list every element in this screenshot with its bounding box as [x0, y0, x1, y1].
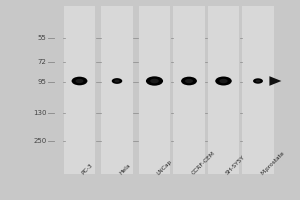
Text: 72: 72: [38, 59, 46, 65]
Bar: [101, 6, 133, 174]
Polygon shape: [269, 76, 281, 86]
Ellipse shape: [72, 77, 87, 85]
Ellipse shape: [150, 79, 159, 83]
Ellipse shape: [215, 76, 232, 86]
Bar: [208, 6, 239, 174]
Ellipse shape: [146, 76, 163, 86]
Text: 250: 250: [33, 138, 46, 144]
Text: CCRF-CEM: CCRF-CEM: [190, 151, 216, 176]
Text: LNCap: LNCap: [156, 159, 173, 176]
Ellipse shape: [253, 78, 263, 84]
Text: Hela: Hela: [118, 163, 132, 176]
Ellipse shape: [76, 79, 83, 83]
Text: SH-SY5Y: SH-SY5Y: [225, 155, 246, 176]
Ellipse shape: [219, 79, 228, 83]
Bar: [64, 6, 95, 174]
Text: 130: 130: [33, 110, 46, 116]
Ellipse shape: [112, 78, 122, 84]
Ellipse shape: [185, 79, 193, 83]
Ellipse shape: [181, 77, 197, 85]
Text: 55: 55: [38, 35, 46, 41]
Bar: [139, 6, 170, 174]
Text: M.prostate: M.prostate: [260, 150, 285, 176]
Ellipse shape: [114, 80, 120, 82]
Bar: [173, 6, 205, 174]
Text: PC-3: PC-3: [81, 163, 94, 176]
Ellipse shape: [256, 80, 260, 82]
Bar: [242, 6, 274, 174]
Text: 95: 95: [38, 79, 46, 85]
